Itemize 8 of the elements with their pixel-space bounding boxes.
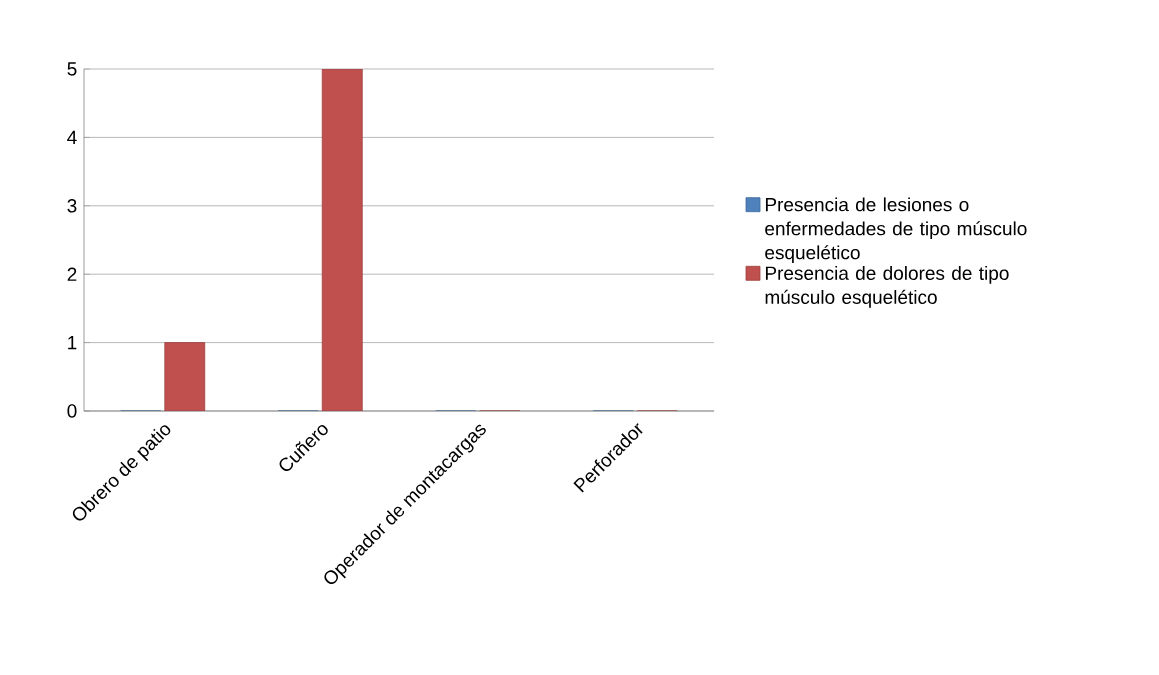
y-tick-label: 4 xyxy=(67,130,77,144)
y-tick-label: 1 xyxy=(68,336,77,350)
legend-label: Presencia de dolores de tipo músculo esquelético xyxy=(765,266,1009,308)
y-tick-label: 0 xyxy=(67,404,77,418)
legend-label: Presencia de lesiones o enfermedades de tipo músculo esquelético xyxy=(765,197,1027,264)
y-tick-label: 5 xyxy=(67,62,77,76)
y-tick-label: 2 xyxy=(67,267,77,281)
y-tick-label: 3 xyxy=(67,199,77,213)
